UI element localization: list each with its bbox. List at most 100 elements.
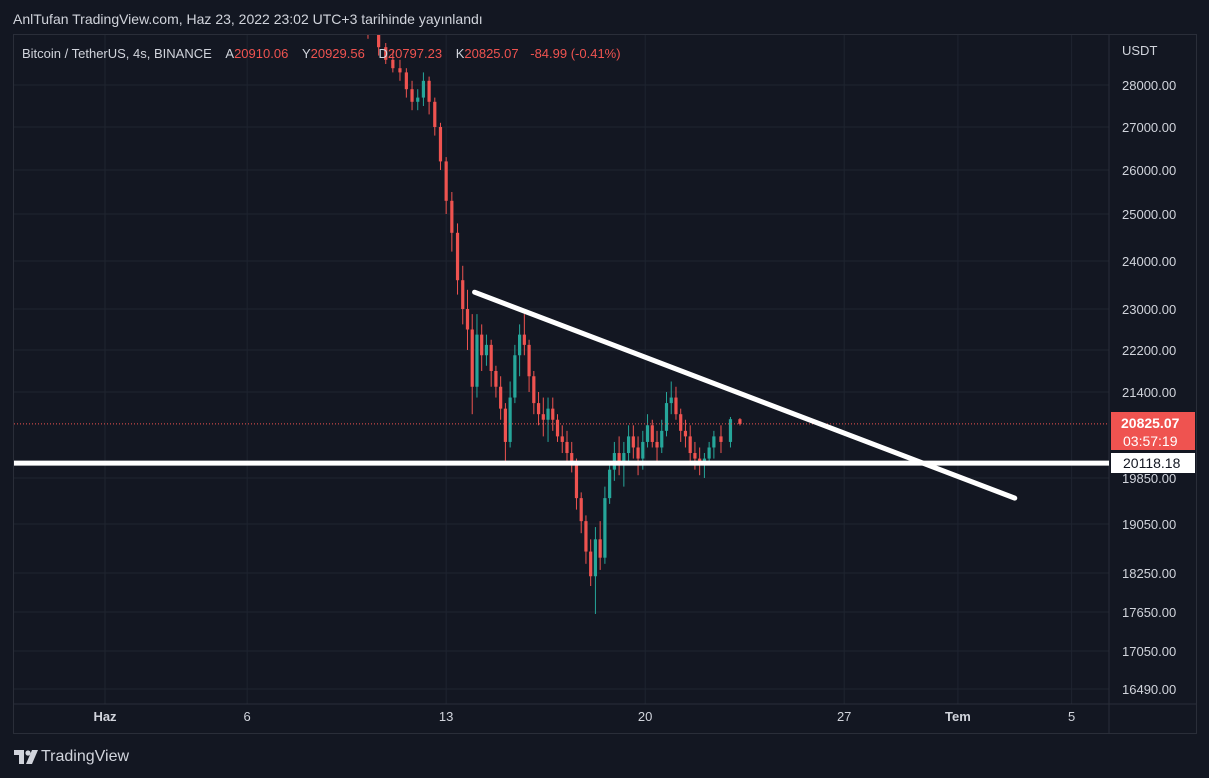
candle-body [546,408,550,420]
candle-body [589,551,593,577]
candle-body [593,539,598,577]
candle-body [455,232,460,281]
open-value: 20910.06 [234,46,289,61]
date-tick-label: 27 [837,709,851,724]
change-value: -84.99 (-0.41%) [530,46,621,61]
candle-body [513,355,517,398]
current-price-value: 20825.07 [1121,415,1180,431]
high-label: Y [301,46,311,61]
price-tick-label: 18250.00 [1122,566,1176,581]
ohlc-legend: Bitcoin / TetherUS, 4s, BINANCE A20910.0… [22,46,621,61]
price-tick-label: 16490.00 [1122,682,1176,697]
candle-body [660,430,664,448]
candle-body [536,403,541,415]
chart-frame [13,34,1197,734]
candle-body [377,35,381,48]
candle-body [444,161,448,201]
candle-body [366,18,369,35]
candle-body [518,334,522,356]
candle-body [631,436,635,448]
date-tick-label: 5 [1068,709,1075,724]
price-tick-label: 24000.00 [1122,254,1176,269]
date-tick-label: 13 [439,709,453,724]
candle-body [450,200,454,233]
candle-body [522,334,526,345]
candle-body [489,344,493,371]
open-label: A [225,46,235,61]
candle-body [579,498,583,522]
candle-body [499,386,503,409]
candle-body [503,408,507,442]
price-tick-label: 19850.00 [1122,471,1176,486]
candle-body [622,453,626,465]
date-tick-label: 6 [244,709,251,724]
candle-body [508,397,512,442]
candle-body [461,280,465,309]
trend-line [472,289,1018,501]
candle-body [664,403,669,431]
date-tick-label: 20 [638,709,652,724]
candle-body [433,101,437,127]
candle-body [391,59,395,69]
candle-body [352,18,355,22]
candle-body [527,344,531,377]
candle-body [475,334,479,387]
price-tick-label: 17650.00 [1122,605,1176,620]
tradingview-brand[interactable]: TradingView [41,748,130,765]
candle-body [641,441,645,459]
date-tick-label: Haz [93,709,117,724]
candle-body [584,521,588,552]
candle-body [465,309,470,330]
candle-body [636,447,640,459]
candle-body [427,80,431,102]
low-label: D [378,46,388,61]
candle-body [410,89,414,102]
candle-body [560,436,564,442]
low-value: 20797.23 [387,46,443,61]
candle-body [574,464,579,499]
candle-body [470,329,474,387]
candle-body [683,430,688,437]
candle-body [565,441,569,454]
candle-body [384,47,388,60]
tradingview-logo-icon[interactable] [13,748,39,766]
candle-body [617,453,621,465]
price-tick-label: 26000.00 [1122,163,1176,178]
candle-body [707,447,711,459]
current-price-tag: 20825.07 03:57:19 [1111,412,1195,450]
price-tick-label: 17050.00 [1122,644,1176,659]
candle-body [484,344,489,356]
candle-body [655,441,659,448]
candle-body [719,436,723,442]
candle-body [551,408,555,420]
price-tick-label: 28000.00 [1122,78,1176,93]
price-tick-label: 22200.00 [1122,343,1176,358]
candle-body [555,419,560,437]
candle-body [603,498,607,558]
publication-header: AnlTufan TradingView.com, Haz 23, 2022 2… [0,0,1209,34]
candle-body [728,419,733,442]
candle-body [679,414,683,431]
candle-body [541,414,545,420]
support-price-value: 20118.18 [1123,455,1181,471]
publication-title: AnlTufan TradingView.com, Haz 23, 2022 2… [13,11,483,27]
price-tick-label: 27000.00 [1122,120,1176,135]
candle-body [494,371,498,387]
candle-body [693,453,697,459]
candle-body [416,97,420,102]
candle-body [532,376,536,404]
price-tick-label: 23000.00 [1122,302,1176,317]
symbol-label[interactable]: Bitcoin / TetherUS, 4s, BINANCE [22,46,212,61]
close-value: 20825.07 [464,46,519,61]
candle-body [738,419,742,424]
candle-body [626,436,631,454]
candle-body [570,453,574,465]
bar-countdown: 03:57:19 [1123,433,1178,449]
high-value: 20929.56 [310,46,365,61]
candle-body [688,436,692,454]
candle-body [421,80,426,98]
candle-body [398,68,402,73]
candle-body [669,397,673,404]
candle-body [404,72,408,90]
